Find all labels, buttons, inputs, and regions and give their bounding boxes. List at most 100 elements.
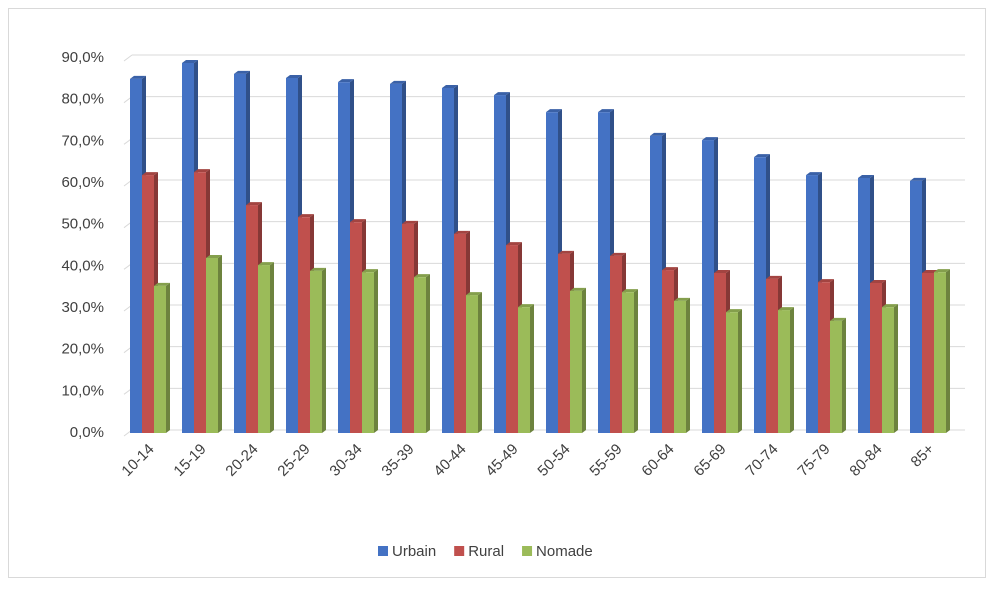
bar xyxy=(182,63,194,433)
bar-top xyxy=(674,297,690,301)
bar-side xyxy=(686,297,690,433)
bar xyxy=(570,290,582,433)
bar xyxy=(754,157,766,433)
y-tick-label: 10,0% xyxy=(61,382,104,399)
bar-top xyxy=(466,292,482,296)
bar-top xyxy=(362,269,378,273)
bar-side xyxy=(218,255,222,433)
bar-top xyxy=(298,214,314,218)
bar xyxy=(818,282,830,433)
bar xyxy=(338,82,350,434)
legend-label: Urbain xyxy=(392,543,436,560)
bar xyxy=(910,180,922,433)
bar xyxy=(882,307,894,433)
bar xyxy=(506,245,518,433)
bar xyxy=(610,255,622,433)
bar xyxy=(362,272,374,433)
bar xyxy=(442,88,454,433)
bar xyxy=(518,307,530,433)
bar-top xyxy=(258,262,274,266)
bar-side xyxy=(842,317,846,433)
bar xyxy=(662,270,674,433)
legend-label: Nomade xyxy=(536,543,593,560)
y-tick-label: 40,0% xyxy=(61,257,104,274)
legend-label: Rural xyxy=(468,543,504,560)
bar xyxy=(778,310,790,433)
bar-side xyxy=(322,267,326,433)
bar xyxy=(674,300,686,433)
bar xyxy=(390,83,402,433)
bar-top xyxy=(234,70,250,74)
bar xyxy=(830,320,842,433)
bar xyxy=(130,78,142,433)
y-tick-label: 30,0% xyxy=(61,299,104,316)
bar-top xyxy=(142,172,158,176)
grid-line-depth xyxy=(123,54,133,62)
bar-top xyxy=(778,307,794,311)
bar-side xyxy=(790,307,794,433)
bar-side xyxy=(738,309,742,433)
legend-swatch xyxy=(522,546,533,556)
bar-top xyxy=(402,220,418,224)
bar xyxy=(870,283,882,433)
bar-top xyxy=(610,252,626,256)
bar-top xyxy=(206,255,222,258)
bar xyxy=(286,78,298,433)
bar xyxy=(858,178,870,433)
bar xyxy=(766,278,778,433)
bar xyxy=(546,112,558,434)
y-tick-label: 80,0% xyxy=(61,91,104,108)
y-tick-label: 70,0% xyxy=(61,132,104,149)
bar-top xyxy=(182,60,198,63)
legend-swatch xyxy=(454,546,465,556)
bar-top xyxy=(350,219,366,223)
bar-side xyxy=(530,304,534,433)
bar-top xyxy=(806,172,822,176)
bar xyxy=(414,277,426,433)
bar-top xyxy=(194,169,210,173)
bar-top xyxy=(818,279,834,283)
bar xyxy=(206,258,218,433)
bar-top xyxy=(622,289,638,293)
bar-top xyxy=(726,309,742,313)
bar-top xyxy=(830,317,846,321)
y-tick-label: 20,0% xyxy=(61,341,104,358)
bar xyxy=(246,205,258,433)
bar-side xyxy=(634,289,638,433)
bar xyxy=(714,273,726,433)
bar-top xyxy=(650,132,666,136)
y-tick-label: 90,0% xyxy=(61,49,104,66)
bar xyxy=(702,140,714,434)
bar xyxy=(650,135,662,433)
bar-top xyxy=(154,282,170,286)
bar-top xyxy=(454,230,470,234)
bar xyxy=(922,273,934,433)
bar xyxy=(402,223,414,433)
y-tick-label: 60,0% xyxy=(61,174,104,191)
bar-top xyxy=(518,304,534,308)
bar-top xyxy=(858,175,874,178)
bar xyxy=(142,175,154,434)
bar xyxy=(298,217,310,433)
bar-side xyxy=(426,274,430,433)
y-tick-label: 0,0% xyxy=(70,424,104,441)
bar xyxy=(598,112,610,434)
bar xyxy=(258,265,270,433)
bar-top xyxy=(414,274,430,278)
bar-top xyxy=(882,304,898,308)
bar-top xyxy=(442,85,458,88)
bar-top xyxy=(558,250,574,254)
bar xyxy=(726,312,738,433)
bar-top xyxy=(754,154,770,158)
bar-top xyxy=(934,269,950,273)
bar xyxy=(194,172,206,433)
bar-top xyxy=(702,137,718,141)
y-tick-label: 50,0% xyxy=(61,216,104,233)
bar-side xyxy=(270,262,274,433)
bar-top xyxy=(390,80,406,84)
bar-top xyxy=(598,109,614,113)
bar-top xyxy=(910,177,926,181)
bar-side xyxy=(374,269,378,433)
bar xyxy=(934,272,946,433)
